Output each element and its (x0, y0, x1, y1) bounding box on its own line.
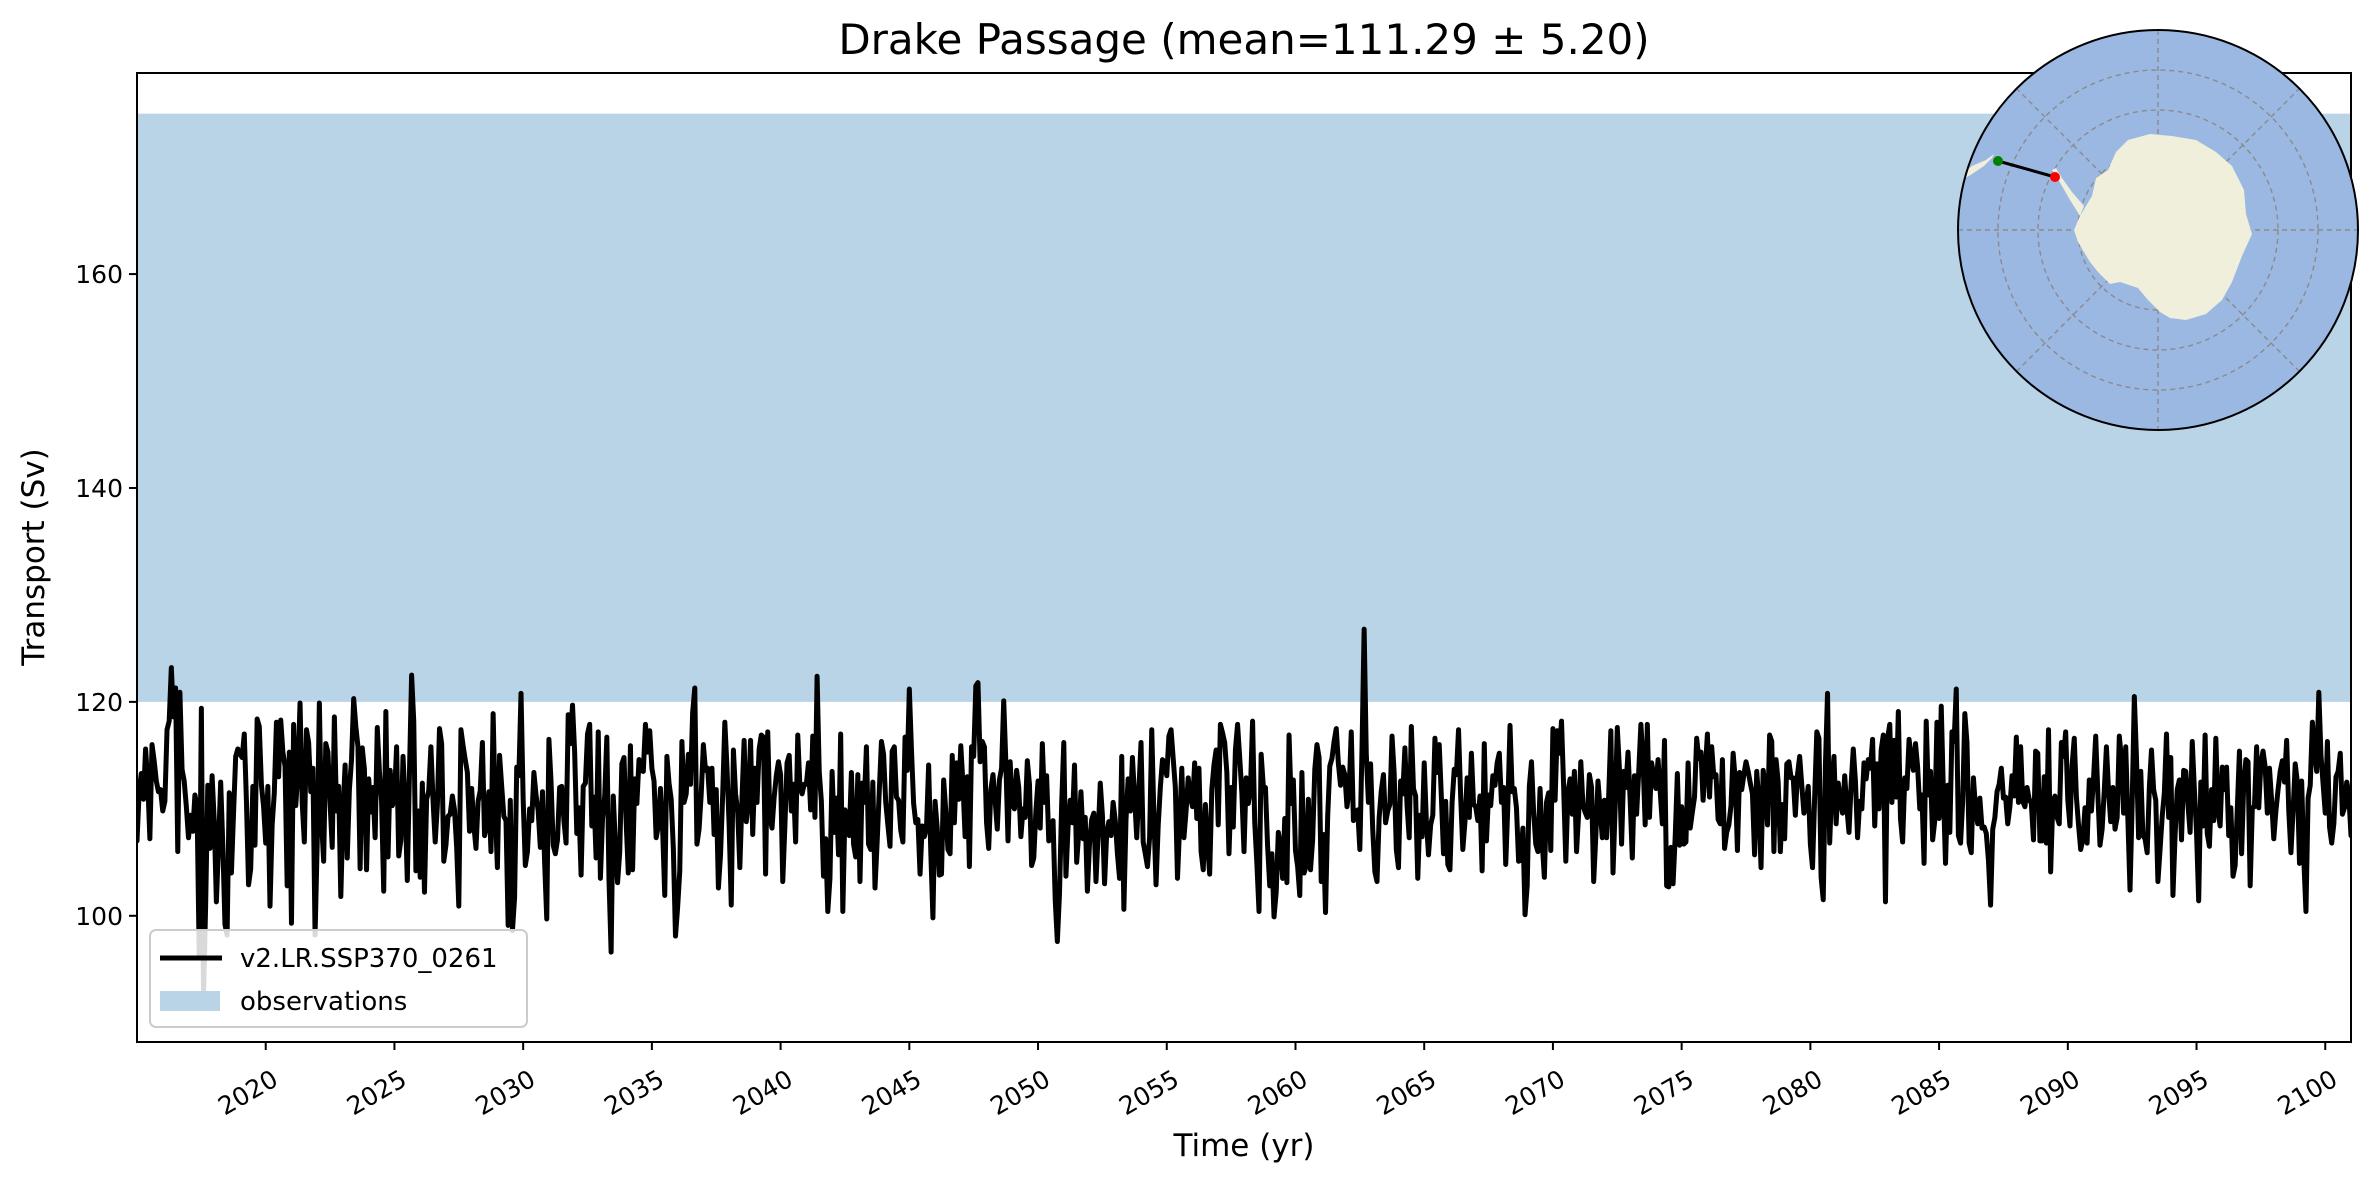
x-tick-label: 2020 (213, 1064, 283, 1121)
inset-polar-map (1957, 29, 2359, 431)
legend: v2.LR.SSP370_0261 observations (149, 929, 528, 1028)
x-tick-label: 2080 (1758, 1064, 1828, 1121)
x-tick-label: 2045 (857, 1064, 927, 1121)
y-tick-label: 140 (75, 474, 123, 503)
y-tick-label: 100 (75, 902, 123, 931)
legend-label-observations: observations (240, 987, 407, 1017)
x-tick-label: 2030 (471, 1064, 541, 1121)
x-tick-label: 2025 (342, 1064, 412, 1121)
section-start-marker (1993, 156, 2003, 166)
y-tick-label: 120 (75, 688, 123, 717)
legend-label-series: v2.LR.SSP370_0261 (240, 944, 498, 974)
plot-frame (136, 72, 2352, 1043)
x-tick-label: 2040 (728, 1064, 798, 1121)
x-tick-label: 2070 (1500, 1064, 1570, 1121)
series-line-v2-lr-ssp370-0261 (137, 626, 2351, 1000)
antarctic-peninsula (2052, 168, 2084, 216)
x-tick-label: 2065 (1372, 1064, 1442, 1121)
x-tick-label: 2090 (2015, 1064, 2085, 1121)
x-tick-label: 2095 (2144, 1064, 2214, 1121)
section-line (1997, 159, 2056, 179)
chart-title: Drake Passage (mean=111.29 ± 5.20) (838, 15, 1649, 64)
x-tick-label: 2050 (985, 1064, 1055, 1121)
y-axis-label: Transport (Sv) (16, 448, 52, 667)
x-tick-label: 2060 (1243, 1064, 1313, 1121)
legend-patch-observations (160, 991, 220, 1011)
y-tick-label: 160 (75, 260, 123, 289)
x-tick-label: 2100 (2273, 1064, 2343, 1121)
x-tick-label: 2035 (599, 1064, 669, 1121)
x-tick-label: 2085 (1886, 1064, 1956, 1121)
map-boundary (1957, 29, 2359, 431)
south-america-tip (1960, 146, 1998, 180)
legend-box (149, 929, 528, 1028)
x-tick-label: 2075 (1629, 1064, 1699, 1121)
section-end-marker (2050, 172, 2060, 182)
x-axis-ticks: 2020 2025 2030 2035 2040 2045 2050 2055 2060 2065… (213, 1042, 2342, 1121)
antarctica-landmass (2074, 134, 2252, 320)
x-axis-label: Time (yr) (1173, 1128, 1315, 1164)
y-axis-ticks: 100 120 140 160 (75, 260, 137, 931)
x-tick-label: 2055 (1114, 1064, 1184, 1121)
